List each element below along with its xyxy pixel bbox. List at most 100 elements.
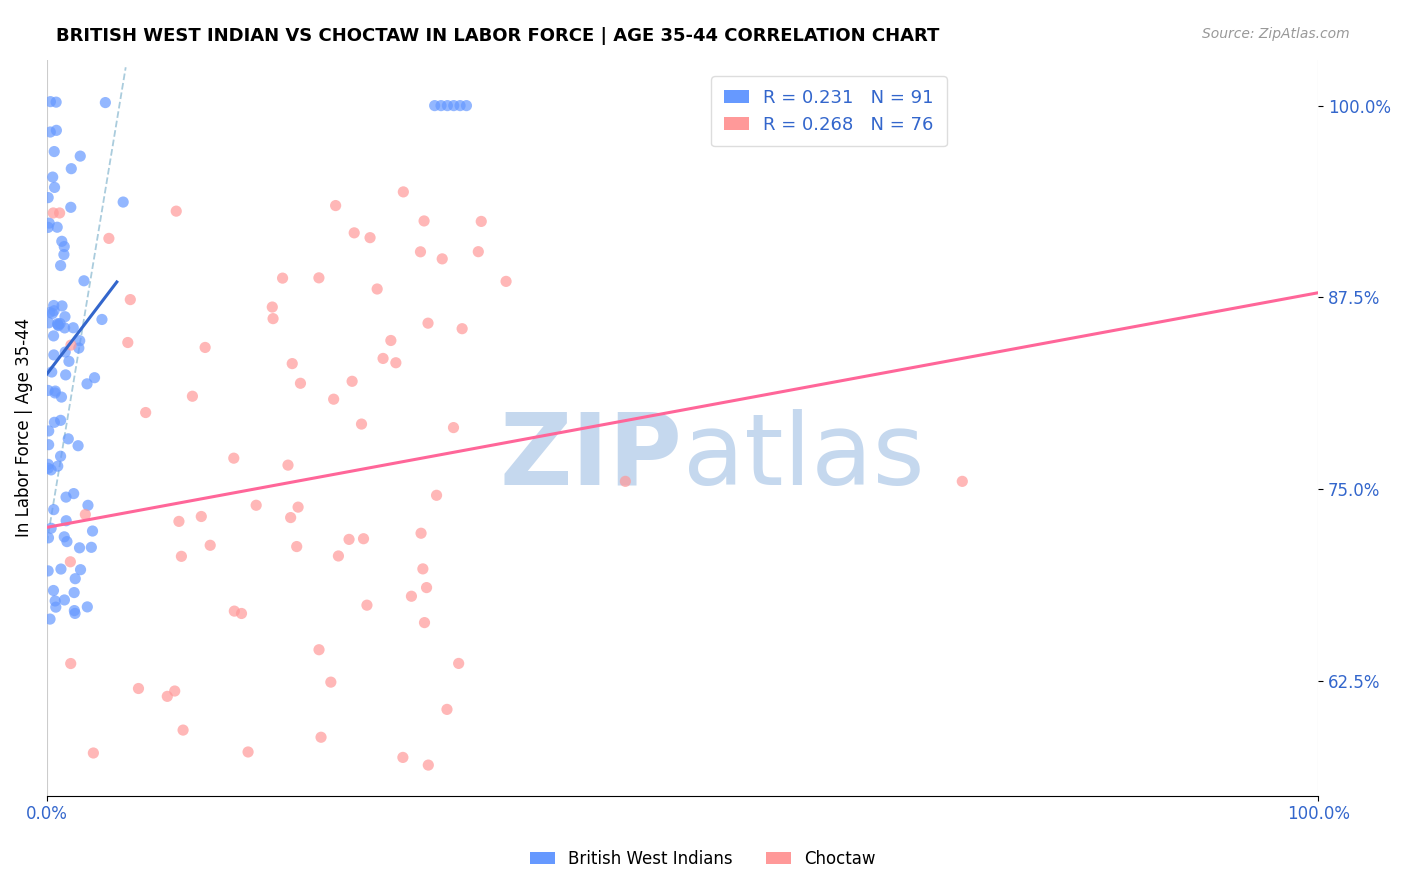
Point [38,305,60,319]
Point [53,530,76,544]
Point [63,604,86,618]
Point [39,612,62,626]
Point [37,220,59,235]
Point [135,405,157,419]
Point [470,214,492,228]
Point [48,206,70,220]
Point [51,390,73,404]
Point [322,392,344,407]
Point [112,195,135,210]
Point [231,607,253,621]
Point [67,341,90,355]
Point [53,310,76,324]
Point [262,300,284,314]
Legend: British West Indians, Choctaw: British West Indians, Choctaw [523,844,883,875]
Point [60,161,83,176]
Point [63,585,86,599]
Point [413,615,436,630]
Point [467,244,489,259]
Point [53,345,76,359]
Point [38,438,60,452]
Point [319,675,342,690]
Point [308,270,330,285]
Point [236,745,259,759]
Point [49,413,72,427]
Point [46,318,69,332]
Point [172,723,194,737]
Point [39,463,62,477]
Point [44,594,66,608]
Point [56,534,79,549]
Point [380,334,402,348]
Text: atlas: atlas [682,409,924,506]
Point [51,299,73,313]
Point [91,312,114,326]
Point [49,449,72,463]
Point [409,526,432,541]
Point [392,750,415,764]
Point [42,502,65,516]
Point [392,185,415,199]
Point [495,274,517,288]
Point [46,459,69,474]
Point [80,541,103,555]
Point [75,508,97,522]
Point [94,95,117,110]
Point [359,230,381,244]
Point [55,490,77,504]
Point [281,357,304,371]
Point [436,98,458,112]
Point [42,329,65,343]
Point [337,533,360,547]
Point [165,204,187,219]
Point [120,293,142,307]
Point [44,180,66,194]
Point [436,702,458,716]
Point [82,524,104,538]
Point [614,475,637,489]
Point [53,593,76,607]
Point [44,415,66,429]
Point [55,514,77,528]
Point [44,386,66,401]
Point [39,125,62,139]
Point [62,486,84,500]
Point [163,684,186,698]
Point [328,549,350,563]
Point [42,348,65,362]
Point [950,475,973,489]
Point [443,98,465,112]
Point [127,681,149,696]
Point [38,424,60,438]
Point [418,758,440,772]
Point [38,316,60,330]
Point [59,657,82,671]
Point [76,376,98,391]
Point [42,298,65,312]
Text: Source: ZipAtlas.com: Source: ZipAtlas.com [1202,27,1350,41]
Point [82,746,104,760]
Point [58,354,80,368]
Point [37,458,59,472]
Point [83,370,105,384]
Point [49,259,72,273]
Text: BRITISH WEST INDIAN VS CHOCTAW IN LABOR FORCE | AGE 35-44 CORRELATION CHART: BRITISH WEST INDIAN VS CHOCTAW IN LABOR … [56,27,939,45]
Point [45,123,67,137]
Point [194,341,217,355]
Point [353,532,375,546]
Point [156,690,179,704]
Point [343,226,366,240]
Point [67,439,90,453]
Point [416,316,439,330]
Point [59,555,82,569]
Point [308,642,330,657]
Point [49,317,72,331]
Point [412,562,434,576]
Point [69,541,91,555]
Point [285,540,308,554]
Point [41,306,63,320]
Point [53,239,76,253]
Point [41,170,63,185]
Point [401,589,423,603]
Point [170,549,193,564]
